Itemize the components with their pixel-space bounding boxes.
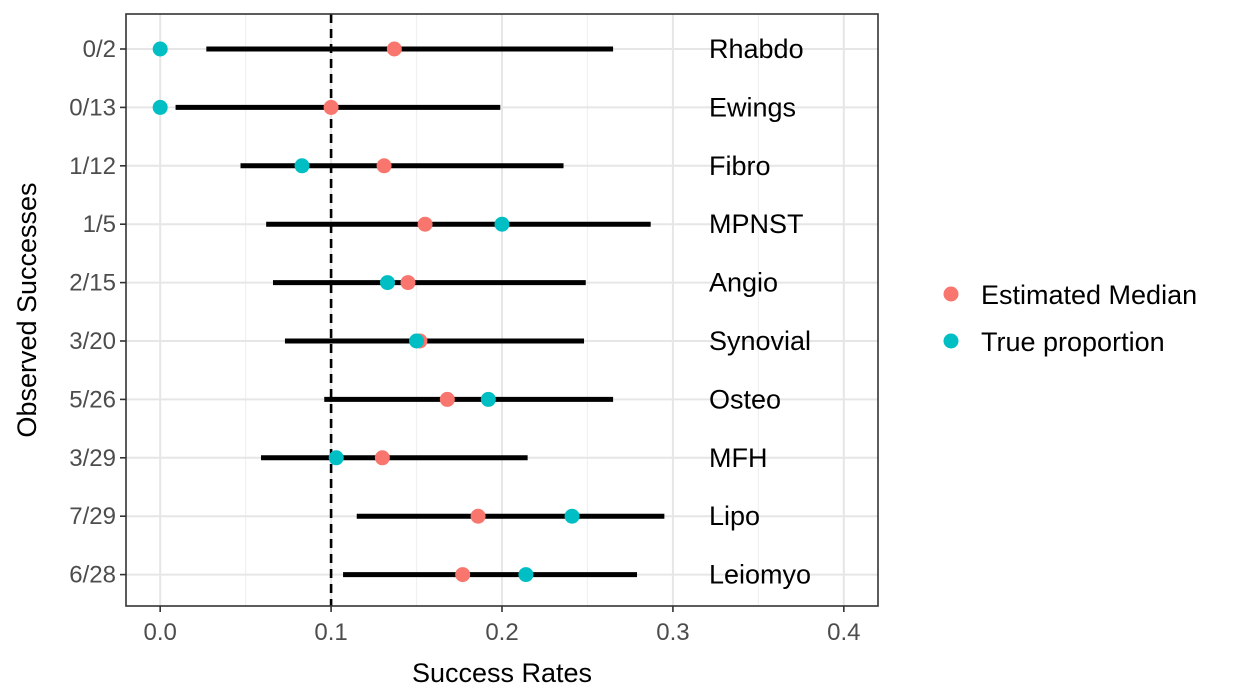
median-point [439,391,455,407]
x-tick-label: 0.0 [143,619,176,646]
median-point [417,216,433,232]
median-point [470,508,486,524]
true-proportion-point [564,508,580,524]
point-layer [152,41,580,583]
y-tick-label: 1/12 [69,153,116,180]
subtype-label: Rhabdo [709,34,804,64]
x-axis-title: Success Rates [412,658,592,688]
x-tick-label: 0.3 [656,619,689,646]
true-proportion-point [152,41,168,57]
y-axis-title: Observed Successes [12,182,42,437]
subtype-label: Synovial [709,326,811,356]
true-proportion-point [379,275,395,291]
interval-layer [175,46,665,578]
median-point [323,99,339,115]
legend-key [943,286,959,302]
x-tick-label: 0.4 [827,619,860,646]
median-point [400,275,416,291]
x-tick-label: 0.1 [314,619,347,646]
y-tick-label: 3/20 [69,328,116,355]
true-proportion-point [494,216,510,232]
true-proportion-point [480,391,496,407]
legend: Estimated Median True proportion [943,280,1197,357]
y-tick-label: 6/28 [69,562,116,589]
subtype-label: MFH [709,443,767,473]
true-proportion-point [294,158,310,174]
true-proportion-point [328,450,344,466]
y-axis: 0/2 0/13 1/12 1/5 2/15 3/20 5/26 3/29 7/29 6/28 [69,36,126,589]
y-tick-label: 2/15 [69,270,116,297]
y-tick-label: 3/29 [69,445,116,472]
true-proportion-point [409,333,425,349]
true-proportion-point [518,567,534,583]
category-label-layer: Rhabdo Ewings Fibro MPNST Angio Synovial Osteo… [709,34,811,590]
median-point [386,41,402,57]
true-proportion-point [152,99,168,115]
y-tick-label: 7/29 [69,503,116,530]
legend-label: True proportion [981,327,1165,357]
legend-label: Estimated Median [981,280,1197,310]
legend-key [943,333,959,349]
subtype-label: Leiomyo [709,560,811,590]
y-tick-label: 0/2 [83,36,116,63]
subtype-label: Lipo [709,501,760,531]
x-tick-label: 0.2 [485,619,518,646]
y-tick-label: 1/5 [83,211,116,238]
subtype-label: MPNST [709,209,804,239]
subtype-label: Ewings [709,92,796,122]
median-point [376,158,392,174]
median-point [455,567,471,583]
y-tick-label: 0/13 [69,94,116,121]
x-axis: 0.0 0.1 0.2 0.3 0.4 [143,606,861,646]
subtype-label: Fibro [709,151,771,181]
y-tick-label: 5/26 [69,386,116,413]
subtype-label: Angio [709,268,778,298]
subtype-label: Osteo [709,384,781,414]
median-point [374,450,390,466]
